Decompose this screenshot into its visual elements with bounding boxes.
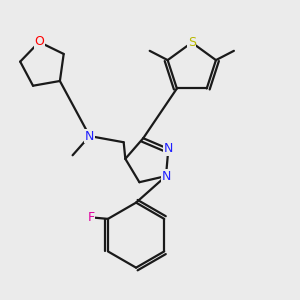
Text: O: O: [34, 35, 44, 49]
Text: N: N: [85, 130, 94, 142]
Text: F: F: [87, 211, 94, 224]
Text: S: S: [188, 36, 196, 49]
Text: N: N: [161, 169, 171, 183]
Text: N: N: [164, 142, 173, 155]
